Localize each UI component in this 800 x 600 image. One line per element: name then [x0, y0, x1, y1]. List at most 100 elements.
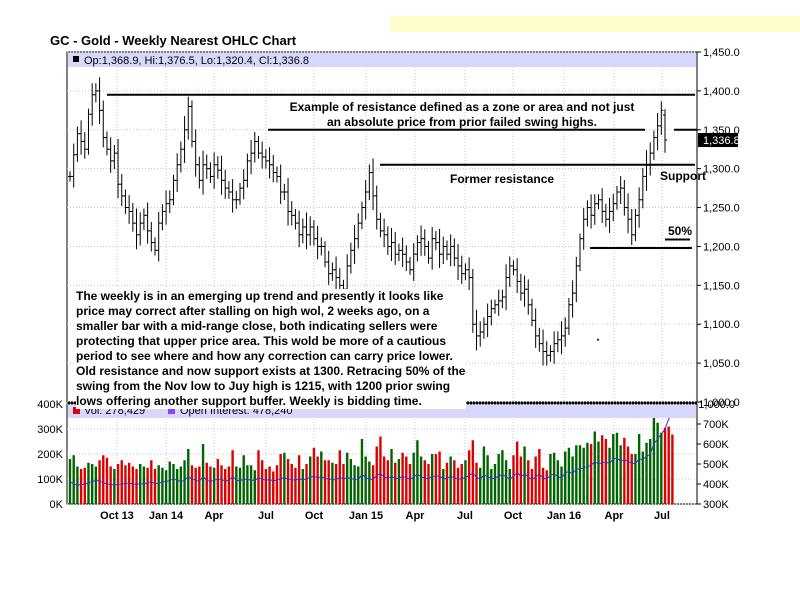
- volume-bar: [405, 456, 408, 504]
- volume-bar: [153, 469, 157, 504]
- volume-bar: [593, 431, 596, 504]
- oi-tick-label-right: 300K: [703, 499, 729, 511]
- ohlc-legend-label: Op:1,368.9, Hi:1,376.5, Lo:1,320.4, Cl:1…: [84, 55, 309, 67]
- volume-bar: [146, 467, 149, 504]
- volume-bar: [401, 452, 404, 504]
- x-tick-label: Oct: [305, 510, 324, 522]
- volume-bar: [320, 451, 323, 504]
- volume-bar: [327, 460, 330, 504]
- price-tick-label: 1,000.0: [703, 397, 740, 409]
- volume-bar: [486, 455, 489, 504]
- x-tick-label: Jan 14: [149, 510, 184, 522]
- volume-bar: [467, 450, 471, 504]
- volume-tick-label-left: 200K: [37, 449, 63, 461]
- price-tick-label: 1,100.0: [703, 319, 740, 331]
- volume-bar: [142, 466, 146, 504]
- volume-bar: [90, 464, 94, 504]
- x-tick-label: Jul: [654, 510, 670, 522]
- last-price-tag-label: 1,336.8: [703, 135, 740, 147]
- volume-bar: [268, 466, 271, 504]
- volume-bar: [589, 444, 593, 504]
- volume-bar: [612, 434, 615, 504]
- volume-bar: [323, 460, 327, 504]
- ohlc-legend-swatch: [73, 56, 79, 62]
- volume-bar: [283, 452, 286, 504]
- volume-bar: [549, 454, 552, 504]
- outlier-dot: [597, 338, 599, 341]
- x-tick-label: Jul: [457, 510, 473, 522]
- volume-bar: [456, 467, 460, 504]
- volume-bar: [445, 462, 449, 504]
- volume-bar: [545, 470, 548, 504]
- volume-bar: [94, 466, 98, 504]
- volume-bar: [331, 462, 334, 504]
- x-tick-label: Jul: [258, 510, 274, 522]
- volume-bar: [397, 459, 401, 504]
- volume-bar: [490, 469, 493, 504]
- volume-bar: [87, 462, 90, 504]
- x-tick-label: Jan 15: [349, 510, 383, 522]
- volume-bar: [512, 455, 515, 504]
- volume-bar: [220, 465, 223, 504]
- x-tick-label: Oct: [504, 510, 523, 522]
- volume-bar: [264, 469, 268, 504]
- volume-bar: [368, 461, 371, 504]
- fifty-pct-annotation: 50%: [668, 224, 693, 238]
- volume-bar: [556, 460, 560, 504]
- header-highlight-bar: [390, 16, 800, 32]
- volume-bar: [667, 426, 670, 504]
- volume-bar: [209, 466, 212, 504]
- volume-tick-label-left: 0K: [50, 499, 64, 511]
- volume-bar: [534, 456, 537, 504]
- volume-bar: [527, 460, 530, 504]
- volume-bar: [479, 467, 482, 504]
- volume-bar: [519, 456, 523, 504]
- commentary-annotation: The weekly is in an emerging up trend an…: [76, 289, 466, 409]
- volume-bar: [175, 469, 179, 504]
- volume-bar: [660, 432, 663, 504]
- volume-bar: [538, 449, 541, 504]
- volume-bar: [135, 469, 138, 504]
- volume-bar: [164, 470, 168, 504]
- volume-bar: [127, 462, 131, 504]
- volume-bar: [224, 469, 227, 504]
- price-tick-label: 1,250.0: [703, 203, 740, 215]
- volume-bar: [649, 439, 652, 504]
- volume-bar: [382, 456, 386, 504]
- volume-bar: [497, 454, 500, 504]
- volume-bar: [423, 460, 426, 504]
- volume-bar: [124, 465, 127, 504]
- volume-bar: [98, 460, 101, 504]
- last-price-tag: [698, 133, 738, 148]
- volume-bar: [371, 465, 375, 504]
- ohlc-legend-band: [68, 53, 696, 67]
- volume-bar: [600, 435, 604, 504]
- price-tick-label: 1,150.0: [703, 280, 740, 292]
- x-tick-label: Apr: [406, 510, 426, 522]
- volume-bar: [113, 469, 116, 504]
- volume-bar: [634, 454, 637, 504]
- volume-bar: [105, 457, 109, 504]
- x-tick-label: Oct 13: [100, 510, 134, 522]
- volume-bar: [652, 412, 656, 504]
- former-resistance-annotation: Former resistance: [450, 172, 555, 186]
- volume-bar: [508, 469, 511, 504]
- resistance-zone-annotation: Example of resistance defined as a zone …: [289, 100, 635, 129]
- price-tick-label: 1,300.0: [703, 164, 740, 176]
- volume-bar: [194, 467, 197, 504]
- volume-bar: [190, 465, 194, 504]
- volume-bar: [242, 455, 245, 504]
- volume-bar: [449, 456, 452, 504]
- oi-tick-label-right: 600K: [703, 439, 729, 451]
- price-tick-label: 1,450.0: [703, 47, 740, 59]
- volume-bar: [630, 454, 633, 504]
- volume-bar: [345, 452, 349, 504]
- open-interest-line: [69, 413, 673, 486]
- volume-bar: [530, 469, 534, 504]
- volume-bar: [663, 427, 667, 504]
- volume-bar: [567, 447, 571, 504]
- volume-bar: [294, 467, 297, 504]
- volume-bar: [235, 466, 238, 504]
- volume-bar: [120, 460, 123, 504]
- chart-title: GC - Gold - Weekly Nearest OHLC Chart: [50, 33, 297, 48]
